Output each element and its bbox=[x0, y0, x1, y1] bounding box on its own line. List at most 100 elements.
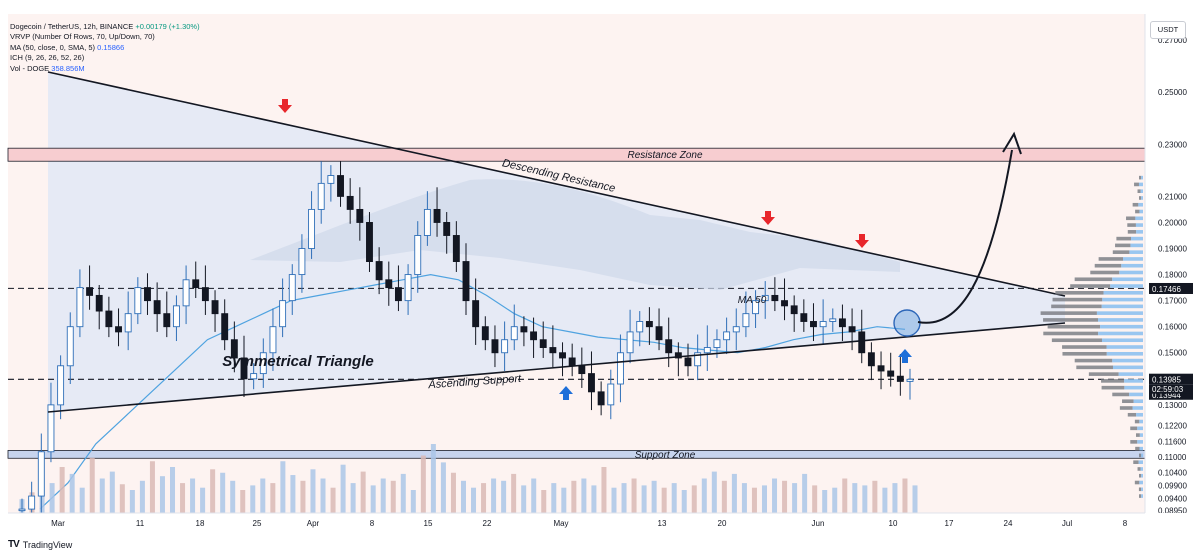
price-tick-label: 0.13000 bbox=[1158, 401, 1187, 410]
volume-profile-row bbox=[1040, 311, 1097, 315]
volume-bar bbox=[89, 457, 95, 513]
volume-bar bbox=[410, 490, 416, 513]
volume-bar bbox=[350, 483, 356, 513]
candle-down bbox=[230, 339, 238, 359]
candle-down bbox=[86, 287, 94, 296]
volume-bar bbox=[872, 480, 878, 513]
volume-profile-row bbox=[1141, 175, 1143, 180]
support-zone bbox=[7, 450, 1146, 459]
volume-bar bbox=[651, 480, 657, 513]
price-tick-label: 0.15000 bbox=[1158, 349, 1187, 358]
volume-profile-row bbox=[1136, 433, 1140, 437]
volume-profile-row bbox=[1043, 318, 1099, 322]
legend-vrvp[interactable]: VRVP (Number Of Rows, 70, Up/Down, 70) bbox=[10, 32, 155, 42]
time-tick-label: May bbox=[553, 519, 568, 528]
candle-down bbox=[810, 321, 817, 328]
candle-down bbox=[163, 313, 171, 328]
volume-profile-row bbox=[1141, 473, 1143, 478]
volume-profile-row bbox=[1137, 467, 1141, 471]
candle-down bbox=[153, 300, 161, 315]
volume-bar bbox=[340, 464, 346, 513]
time-tick-label: 17 bbox=[945, 519, 954, 528]
time-tick-label: 11 bbox=[136, 519, 145, 528]
volume-bar bbox=[561, 487, 567, 513]
candle-up bbox=[37, 451, 45, 497]
candle-down bbox=[105, 310, 113, 328]
candle-down bbox=[568, 357, 576, 367]
volume-bar bbox=[79, 487, 85, 513]
candle-up bbox=[279, 300, 287, 328]
volume-profile-row bbox=[1062, 345, 1107, 349]
volume-profile-row bbox=[1094, 263, 1122, 268]
currency-unit-button[interactable]: USDT bbox=[1150, 21, 1186, 39]
breakout-projection-arrow bbox=[917, 149, 1013, 324]
price-tick-label: 0.12200 bbox=[1158, 422, 1187, 431]
volume-bar bbox=[611, 487, 617, 513]
volume-bar bbox=[190, 478, 196, 513]
candle-up bbox=[288, 274, 296, 302]
candle-up bbox=[752, 300, 760, 315]
legend-ich[interactable]: ICH (9, 26, 26, 52, 26) bbox=[10, 53, 85, 63]
time-tick-label: 15 bbox=[424, 519, 433, 528]
volume-bar bbox=[200, 487, 206, 513]
candle-up bbox=[732, 326, 740, 333]
volume-bar bbox=[862, 485, 868, 513]
volume-profile-row bbox=[1043, 331, 1099, 336]
legend-symbol-row[interactable]: Dogecoin / TetherUS, 12h, BINANCE +0.001… bbox=[10, 22, 200, 32]
candle-up bbox=[317, 182, 325, 210]
volume-profile-row bbox=[1138, 202, 1143, 207]
indicator-legend: Dogecoin / TetherUS, 12h, BINANCE +0.001… bbox=[10, 22, 200, 74]
volume-bar bbox=[220, 472, 226, 513]
candle-up bbox=[134, 287, 142, 315]
volume-profile-row bbox=[1106, 351, 1143, 356]
candle-down bbox=[394, 287, 402, 302]
volume-bar bbox=[59, 467, 65, 513]
volume-profile-row bbox=[1098, 318, 1143, 322]
time-tick-label: 18 bbox=[196, 519, 205, 528]
volume-profile-row bbox=[1139, 196, 1142, 200]
volume-profile-row bbox=[1140, 467, 1143, 471]
candle-up bbox=[626, 331, 634, 354]
legend-symbol: Dogecoin / TetherUS, 12h, BINANCE bbox=[10, 22, 134, 31]
volume-bar bbox=[109, 471, 115, 513]
volume-bar bbox=[581, 478, 587, 513]
legend-ma-value: 0.15866 bbox=[97, 42, 125, 52]
candle-up bbox=[28, 495, 36, 510]
volume-profile-row bbox=[1112, 358, 1143, 363]
legend-ma-row[interactable]: MA (50, close, 0, SMA, 5) 0.15866 bbox=[10, 43, 200, 53]
volume-profile-row bbox=[1141, 494, 1143, 498]
candle-down bbox=[588, 373, 595, 393]
candle-down bbox=[95, 294, 103, 312]
ma50-line bbox=[39, 273, 906, 510]
volume-bar bbox=[300, 480, 306, 513]
volume-profile-row bbox=[1137, 189, 1141, 193]
tradingview-footer: TV TradingView bbox=[8, 539, 72, 550]
volume-profile-row bbox=[1139, 419, 1143, 424]
volume-profile-row bbox=[1112, 277, 1143, 282]
volume-profile-row bbox=[1076, 365, 1113, 370]
candle-up bbox=[172, 305, 180, 328]
time-tick-label: 8 bbox=[1123, 519, 1128, 528]
legend-vol-row[interactable]: Vol - DOGE 358.856M bbox=[10, 64, 200, 74]
volume-profile-row bbox=[1119, 270, 1143, 275]
volume-bar bbox=[701, 478, 707, 513]
price-tick-label: 0.17000 bbox=[1158, 297, 1187, 306]
candle-up bbox=[694, 352, 702, 367]
red-down-arrow-icon bbox=[278, 99, 292, 113]
price-tick-label: 0.11600 bbox=[1158, 437, 1187, 446]
volume-profile-row bbox=[1133, 399, 1143, 404]
volume-profile-row bbox=[1134, 182, 1139, 187]
volume-profile-row bbox=[1129, 392, 1143, 397]
candle-up bbox=[47, 404, 55, 453]
volume-profile-row bbox=[1141, 196, 1143, 200]
volume-bar bbox=[210, 469, 216, 513]
legend-vol-value: 358.856M bbox=[51, 63, 85, 73]
volume-bar bbox=[852, 483, 858, 513]
volume-bar bbox=[180, 483, 186, 513]
volume-bar bbox=[49, 483, 55, 513]
arrowhead-icon bbox=[1002, 131, 1022, 155]
time-tick-label: Mar bbox=[51, 519, 65, 528]
price-tick-label: 0.18000 bbox=[1158, 271, 1187, 280]
volume-bar bbox=[400, 473, 406, 513]
